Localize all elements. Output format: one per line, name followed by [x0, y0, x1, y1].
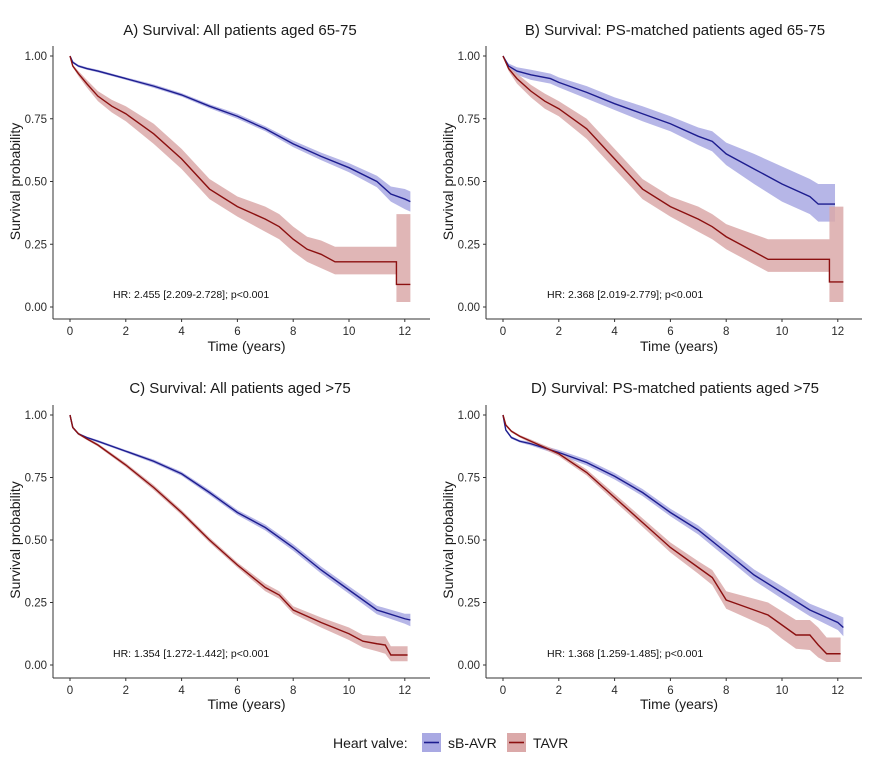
y-tick-label: 0.00: [458, 302, 480, 314]
y-tick-label: 0.00: [25, 302, 47, 314]
y-tick-label: 0.50: [25, 177, 47, 189]
x-tick-label: 2: [123, 685, 129, 697]
x-tick-label: 8: [723, 326, 729, 338]
ci-band-tavr: [70, 415, 408, 662]
survival-curve-sbavr: [502, 55, 836, 205]
x-tick-label: 10: [343, 685, 356, 697]
x-axis-title: Time (years): [207, 338, 285, 354]
x-axis-title: Time (years): [207, 696, 285, 712]
survival-curve-tavr: [69, 414, 408, 656]
panel-d: D) Survival: PS-matched patients aged >7…: [440, 380, 862, 712]
legend-title: Heart valve:: [333, 735, 408, 751]
survival-curve-tavr: [502, 55, 844, 283]
x-tick-label: 6: [667, 326, 673, 338]
y-tick-label: 0.00: [458, 660, 480, 672]
x-tick-label: 0: [67, 685, 73, 697]
x-axis-title: Time (years): [640, 338, 718, 354]
x-axis-title: Time (years): [640, 696, 718, 712]
panel-title: C) Survival: All patients aged >75: [129, 380, 350, 397]
y-tick-label: 1.00: [25, 410, 47, 422]
x-tick-label: 4: [178, 326, 185, 338]
x-tick-label: 12: [831, 326, 844, 338]
survival-curve-sbavr: [69, 414, 411, 621]
x-tick-label: 10: [776, 326, 789, 338]
legend-label-sbavr: sB-AVR: [448, 735, 497, 751]
y-tick-label: 0.50: [25, 535, 47, 547]
ci-band-sbavr: [70, 56, 411, 212]
x-tick-label: 10: [776, 685, 789, 697]
ci-band-sbavr: [503, 415, 844, 637]
panel-title: D) Survival: PS-matched patients aged >7…: [531, 380, 819, 397]
y-tick-label: 1.00: [458, 410, 480, 422]
y-tick-label: 0.75: [25, 114, 47, 126]
y-tick-label: 0.25: [458, 598, 480, 610]
x-tick-label: 2: [556, 685, 562, 697]
x-tick-label: 12: [398, 685, 411, 697]
x-tick-label: 0: [67, 326, 73, 338]
x-tick-label: 10: [343, 326, 356, 338]
y-axis-title: Survival probability: [440, 123, 456, 241]
x-tick-label: 6: [234, 685, 240, 697]
x-tick-label: 0: [500, 685, 506, 697]
y-tick-label: 0.75: [25, 473, 47, 485]
panel-a: A) Survival: All patients aged 65-75 0.00…: [7, 22, 430, 354]
x-tick-label: 0: [500, 326, 506, 338]
x-tick-label: 12: [831, 685, 844, 697]
x-tick-label: 4: [178, 685, 185, 697]
x-tick-label: 4: [611, 685, 618, 697]
ci-band-sbavr: [70, 415, 411, 627]
survival-curve-sbavr: [69, 55, 411, 203]
legend: Heart valve: sB-AVR TAVR: [333, 733, 568, 752]
x-tick-label: 8: [290, 326, 296, 338]
ci-band-tavr: [70, 56, 411, 302]
y-tick-label: 0.25: [458, 239, 480, 251]
y-tick-label: 1.00: [458, 51, 480, 63]
y-tick-label: 0.50: [458, 535, 480, 547]
y-tick-label: 0.25: [25, 598, 47, 610]
y-tick-label: 0.75: [458, 473, 480, 485]
hazard-ratio-annotation: HR: 2.368 [2.019-2.779]; p<0.001: [547, 289, 703, 301]
x-tick-label: 8: [723, 685, 729, 697]
x-tick-label: 6: [234, 326, 240, 338]
hazard-ratio-annotation: HR: 1.368 [1.259-1.485]; p<0.001: [547, 648, 703, 660]
y-tick-label: 0.00: [25, 660, 47, 672]
legend-label-tavr: TAVR: [533, 735, 568, 751]
y-axis-title: Survival probability: [7, 481, 23, 599]
hazard-ratio-annotation: HR: 1.354 [1.272-1.442]; p<0.001: [113, 648, 269, 660]
y-tick-label: 0.50: [458, 177, 480, 189]
survival-curve-tavr: [69, 55, 411, 286]
y-tick-label: 0.75: [458, 114, 480, 126]
x-tick-label: 12: [398, 326, 411, 338]
hazard-ratio-annotation: HR: 2.455 [2.209-2.728]; p<0.001: [113, 289, 269, 301]
x-tick-label: 2: [123, 326, 129, 338]
ci-band-tavr: [503, 415, 841, 662]
y-axis-title: Survival probability: [440, 481, 456, 599]
panel-title: A) Survival: All patients aged 65-75: [123, 22, 356, 39]
y-tick-label: 1.00: [25, 51, 47, 63]
x-tick-label: 6: [667, 685, 673, 697]
x-tick-label: 2: [556, 326, 562, 338]
x-tick-label: 8: [290, 685, 296, 697]
y-tick-label: 0.25: [25, 239, 47, 251]
panel-b: B) Survival: PS-matched patients aged 65…: [440, 22, 862, 354]
ci-band-sbavr: [503, 56, 836, 222]
x-tick-label: 4: [611, 326, 618, 338]
survival-curve-sbavr: [502, 414, 844, 629]
ci-band-tavr: [503, 56, 844, 302]
survival-curve-tavr: [502, 414, 841, 655]
panel-c: C) Survival: All patients aged >75 0.00 0.…: [7, 380, 430, 712]
panel-title: B) Survival: PS-matched patients aged 65…: [525, 22, 825, 39]
y-axis-title: Survival probability: [7, 123, 23, 241]
